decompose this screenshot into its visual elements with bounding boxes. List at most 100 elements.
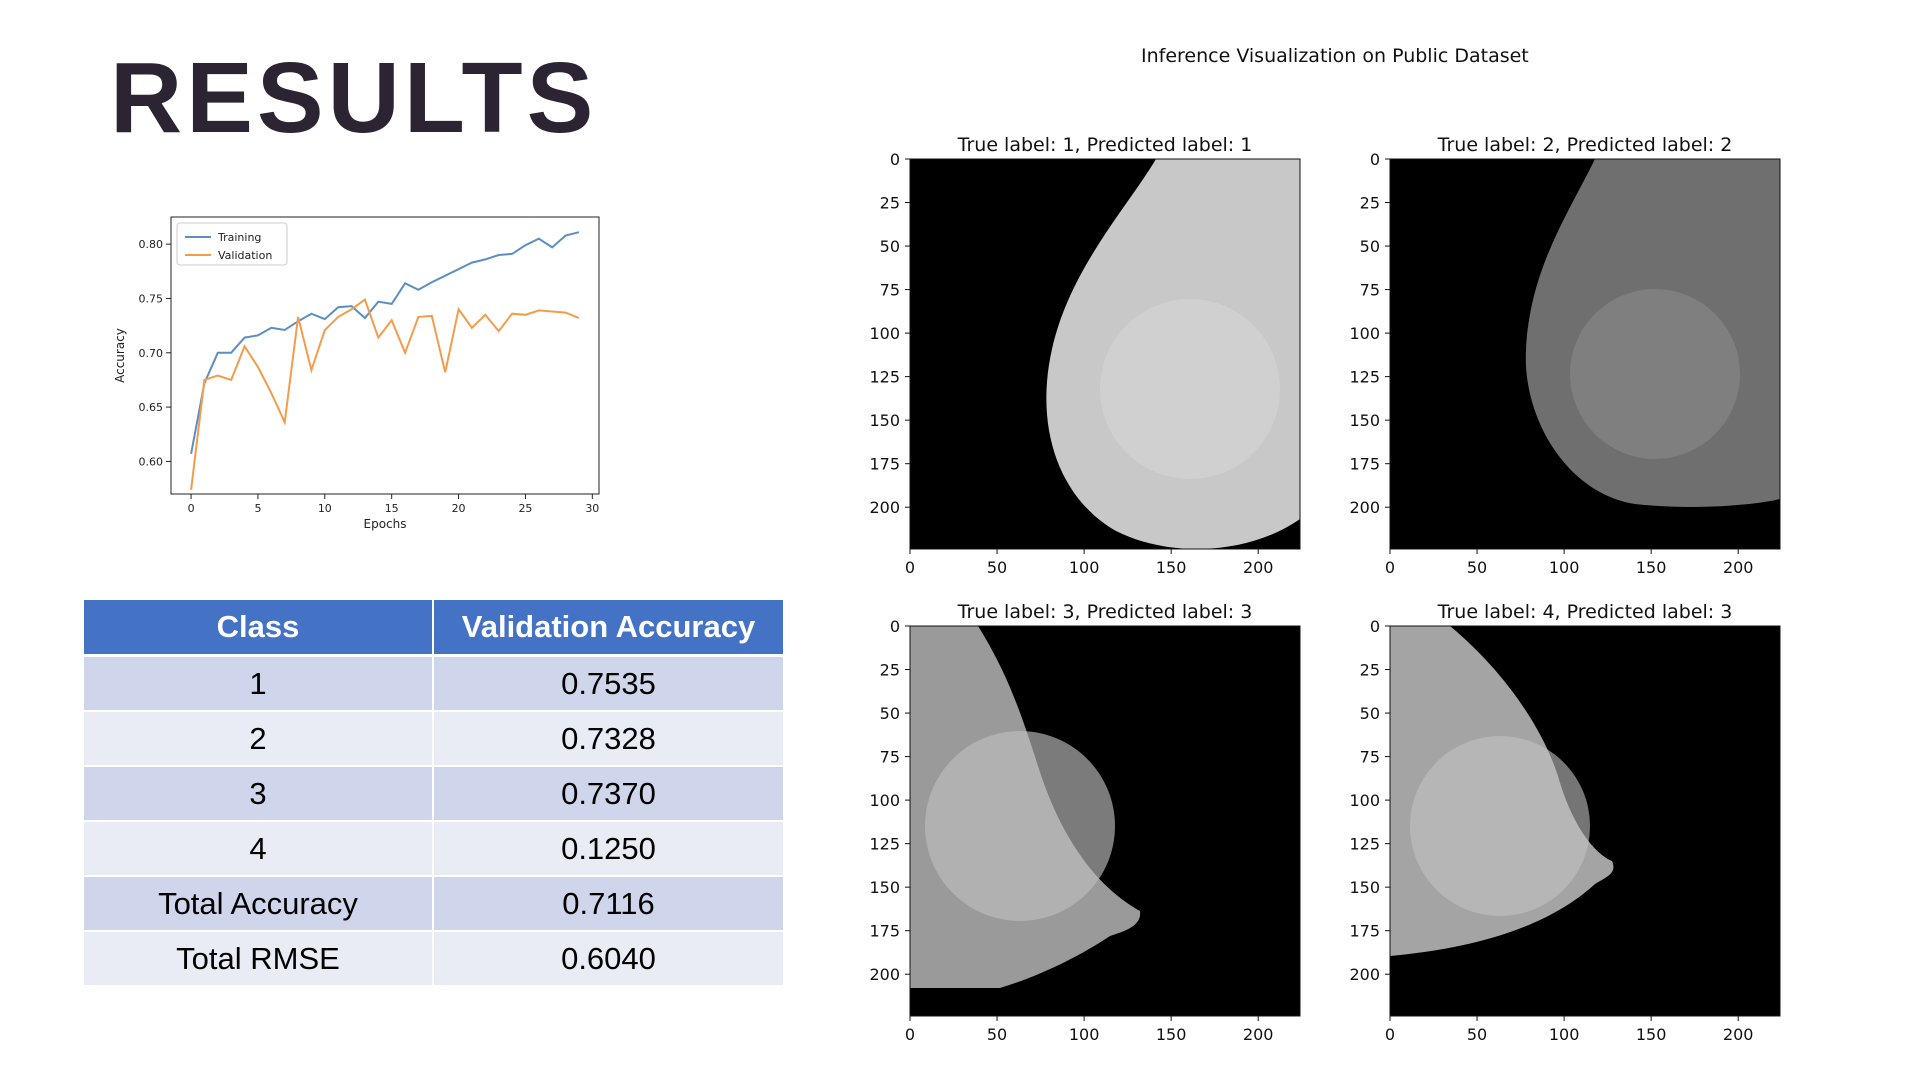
inference-panel-3: True label: 3, Predicted label: 3 0 50 100 1…	[869, 601, 1301, 1044]
image-frame	[909, 158, 1301, 550]
table-row: 4 0.1250	[84, 822, 785, 877]
x-tick-label: 50	[1467, 558, 1487, 577]
inference-title: Inference Visualization on Public Datase…	[1141, 45, 1529, 67]
x-tick-label: 0	[188, 502, 195, 515]
y-tick-label: 50	[1360, 237, 1380, 256]
slide-title: RESULTS	[110, 42, 598, 154]
y-tick-label: 100	[869, 791, 900, 810]
y-tick-label: 50	[880, 237, 900, 256]
series-line-validation	[190, 298, 580, 490]
y-tick-label: 150	[869, 878, 900, 897]
dense-tissue-region	[1100, 299, 1280, 479]
accuracy-cell: 0.6040	[434, 932, 785, 987]
dense-tissue-region	[1410, 736, 1590, 916]
table-row: Total RMSE 0.6040	[84, 932, 785, 987]
table-row: Total Accuracy 0.7116	[84, 877, 785, 932]
y-tick-label: 175	[1349, 922, 1380, 941]
y-tick-label: 25	[1360, 661, 1380, 680]
mammogram-image	[1390, 626, 1780, 1016]
x-tick-label: 0	[1385, 558, 1395, 577]
y-tick-label: 175	[869, 455, 900, 474]
y-tick-label: 175	[869, 922, 900, 941]
image-frame	[1389, 625, 1781, 1017]
y-tick-label: 0.80	[139, 238, 164, 251]
legend-label: Training	[217, 231, 261, 244]
y-tick-label: 75	[880, 281, 900, 300]
class-cell: 3	[84, 767, 434, 822]
y-tick-label: 100	[1349, 324, 1380, 343]
x-tick-label: 100	[1069, 1025, 1100, 1044]
y-tick-label: 100	[869, 324, 900, 343]
class-cell: Total Accuracy	[84, 877, 434, 932]
y-tick-label: 125	[869, 835, 900, 854]
y-tick-label: 125	[1349, 368, 1380, 387]
inference-panel-2: True label: 2, Predicted label: 2 0 50 100 1…	[1349, 134, 1781, 577]
y-tick-label: 0	[1370, 617, 1380, 636]
mammogram-image	[1390, 159, 1780, 549]
accuracy-cell: 0.7328	[434, 712, 785, 767]
panel-caption: True label: 1, Predicted label: 1	[957, 134, 1253, 156]
y-tick-label: 0.70	[139, 347, 164, 360]
table-row: 1 0.7535	[84, 657, 785, 712]
class-cell: Total RMSE	[84, 932, 434, 987]
x-tick-label: 150	[1156, 558, 1187, 577]
y-tick-label: 125	[1349, 835, 1380, 854]
header-validation-accuracy: Validation Accuracy	[434, 600, 785, 657]
x-tick-label: 5	[254, 502, 261, 515]
y-tick-label: 200	[869, 498, 900, 517]
accuracy-cell: 0.7116	[434, 877, 785, 932]
x-tick-label: 10	[318, 502, 332, 515]
y-tick-label: 75	[880, 748, 900, 767]
x-tick-label: 30	[585, 502, 599, 515]
header-class: Class	[84, 600, 434, 657]
x-tick-label: 100	[1069, 558, 1100, 577]
class-cell: 4	[84, 822, 434, 877]
table-row: 3 0.7370	[84, 767, 785, 822]
x-tick-label: 0	[905, 558, 915, 577]
inference-panel-1: True label: 1, Predicted label: 1 0 50 100 1…	[869, 134, 1301, 577]
y-tick-label: 25	[880, 194, 900, 213]
x-tick-label: 200	[1723, 558, 1754, 577]
y-tick-label: 200	[869, 965, 900, 984]
y-tick-label: 150	[1349, 411, 1380, 430]
y-tick-label: 200	[1349, 498, 1380, 517]
image-frame	[909, 625, 1301, 1017]
y-tick-label: 150	[869, 411, 900, 430]
dense-tissue-region	[1570, 289, 1740, 459]
y-tick-label: 175	[1349, 455, 1380, 474]
y-tick-label: 25	[1360, 194, 1380, 213]
x-tick-label: 50	[987, 1025, 1007, 1044]
panel-caption: True label: 3, Predicted label: 3	[957, 601, 1253, 623]
table-header-row: Class Validation Accuracy	[84, 600, 785, 657]
plot-frame	[170, 216, 600, 495]
accuracy-cell: 0.7370	[434, 767, 785, 822]
x-tick-label: 50	[1467, 1025, 1487, 1044]
panel-caption: True label: 4, Predicted label: 3	[1437, 601, 1733, 623]
y-tick-label: 0	[890, 617, 900, 636]
x-tick-label: 150	[1636, 1025, 1667, 1044]
y-tick-label: 100	[1349, 791, 1380, 810]
y-axis-label: Accuracy	[113, 328, 127, 383]
series-line-training	[190, 231, 580, 454]
y-tick-label: 0.65	[139, 401, 164, 414]
y-tick-label: 150	[1349, 878, 1380, 897]
image-frame	[1389, 158, 1781, 550]
x-tick-label: 50	[987, 558, 1007, 577]
mammogram-image	[910, 626, 1300, 1016]
x-tick-label: 25	[518, 502, 532, 515]
y-tick-label: 125	[869, 368, 900, 387]
x-tick-label: 150	[1156, 1025, 1187, 1044]
accuracy-cell: 0.1250	[434, 822, 785, 877]
x-tick-label: 15	[385, 502, 399, 515]
y-tick-label: 25	[880, 661, 900, 680]
x-tick-label: 0	[1385, 1025, 1395, 1044]
panel-caption: True label: 2, Predicted label: 2	[1437, 134, 1733, 156]
y-tick-label: 200	[1349, 965, 1380, 984]
table-row: 2 0.7328	[84, 712, 785, 767]
x-axis-label: Epochs	[364, 517, 407, 531]
y-tick-label: 0.60	[139, 455, 164, 468]
x-tick-label: 200	[1243, 558, 1274, 577]
results-table: Class Validation Accuracy 1 0.7535 2 0.7…	[84, 600, 785, 987]
accuracy-cell: 0.7535	[434, 657, 785, 712]
accuracy-line-chart: 0 5 10 15 20 25 30 0.60 0.65 0.70 0.75 0.80 Epochs Ac…	[113, 216, 600, 531]
